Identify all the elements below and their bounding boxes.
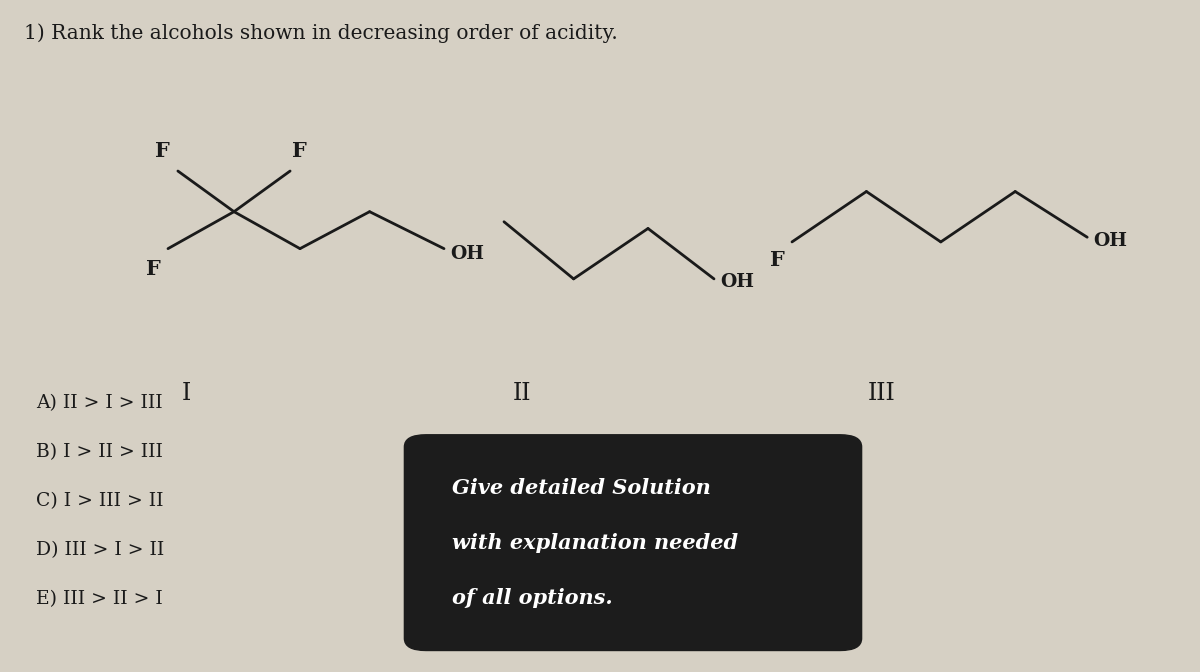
Text: I: I [181, 382, 191, 405]
Text: OH: OH [450, 245, 484, 263]
Text: F: F [293, 141, 307, 161]
FancyBboxPatch shape [404, 435, 862, 650]
Text: C) I > III > II: C) I > III > II [36, 493, 163, 510]
Text: with explanation needed: with explanation needed [452, 533, 738, 552]
Text: 1) Rank the alcohols shown in decreasing order of acidity.: 1) Rank the alcohols shown in decreasing… [24, 24, 618, 43]
Text: E) III > II > I: E) III > II > I [36, 591, 163, 608]
Text: F: F [155, 141, 169, 161]
Text: A) II > I > III: A) II > I > III [36, 394, 163, 412]
Text: Give detailed Solution: Give detailed Solution [452, 478, 712, 497]
Text: D) III > I > II: D) III > I > II [36, 542, 164, 559]
Text: II: II [512, 382, 532, 405]
Text: F: F [146, 259, 161, 279]
Text: F: F [770, 250, 785, 270]
Text: OH: OH [1093, 232, 1127, 249]
Text: III: III [868, 382, 896, 405]
Text: B) I > II > III: B) I > II > III [36, 444, 163, 461]
Text: of all options.: of all options. [452, 588, 613, 607]
Text: OH: OH [720, 274, 754, 291]
